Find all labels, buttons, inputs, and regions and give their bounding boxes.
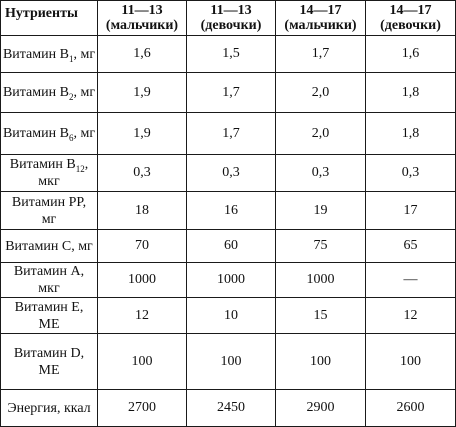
nutrient-name-cell: Витамин B2, мг bbox=[0, 72, 98, 113]
table-row: Энергия, ккал 2700 2450 2900 2600 bbox=[0, 389, 456, 427]
table-row: Витамин D, МЕ 100 100 100 100 bbox=[0, 333, 456, 390]
value-cell: 12 bbox=[97, 297, 187, 334]
value-cell: 0,3 bbox=[186, 154, 276, 192]
value-cell: 18 bbox=[97, 191, 187, 230]
header-cell-boys-14-17: 14—17 (мальчики) bbox=[275, 0, 366, 36]
table-row: Витамин B2, мг 1,9 1,7 2,0 1,8 bbox=[0, 72, 456, 113]
value-cell: 1,7 bbox=[275, 35, 366, 73]
header-label: Нутриенты bbox=[5, 6, 78, 21]
nutrient-name-cell: Витамин B6, мг bbox=[0, 112, 98, 155]
value-cell: 1,5 bbox=[186, 35, 276, 73]
value-cell: 0,3 bbox=[97, 154, 187, 192]
header-age: 14—17 bbox=[299, 3, 342, 18]
header-age: 11—13 bbox=[210, 3, 252, 18]
value-cell: 0,3 bbox=[275, 154, 366, 192]
value-cell: 1000 bbox=[186, 262, 276, 298]
value-cell: 1000 bbox=[275, 262, 366, 298]
header-group: (девочки) bbox=[380, 18, 441, 33]
value-cell: 100 bbox=[186, 333, 276, 390]
table-row: Витамин B1, мг 1,6 1,5 1,7 1,6 bbox=[0, 35, 456, 73]
nutrient-name-cell: Витамин E, МЕ bbox=[0, 297, 98, 334]
table-row: Витамин E, МЕ 12 10 15 12 bbox=[0, 297, 456, 334]
value-cell: 1,6 bbox=[365, 35, 456, 73]
value-cell: 19 bbox=[275, 191, 366, 230]
table-row: Витамин A, мкг 1000 1000 1000 — bbox=[0, 262, 456, 298]
value-cell: — bbox=[365, 262, 456, 298]
value-cell: 2,0 bbox=[275, 72, 366, 113]
nutrient-name-cell: Витамин A, мкг bbox=[0, 262, 98, 298]
header-group: (девочки) bbox=[200, 18, 262, 33]
value-cell: 2900 bbox=[275, 389, 366, 427]
header-group: (мальчики) bbox=[284, 18, 357, 33]
nutrient-name-cell: Витамин B1, мг bbox=[0, 35, 98, 73]
value-cell: 2600 bbox=[365, 389, 456, 427]
value-cell: 1,8 bbox=[365, 72, 456, 113]
table-row: Витамин B12, мкг 0,3 0,3 0,3 0,3 bbox=[0, 154, 456, 192]
value-cell: 2450 bbox=[186, 389, 276, 427]
nutrient-name-cell: Энергия, ккал bbox=[0, 389, 98, 427]
value-cell: 0,3 bbox=[365, 154, 456, 192]
value-cell: 1,9 bbox=[97, 72, 187, 113]
nutrient-name-cell: Витамин C, мг bbox=[0, 229, 98, 263]
header-cell-boys-11-13: 11—13 (мальчики) bbox=[97, 0, 187, 36]
value-cell: 10 bbox=[186, 297, 276, 334]
header-age: 11—13 bbox=[121, 3, 163, 18]
value-cell: 1,6 bbox=[97, 35, 187, 73]
header-row: Нутриенты 11—13 (мальчики) 11—13 (девочк… bbox=[0, 0, 456, 36]
nutrient-name-cell: Витамин D, МЕ bbox=[0, 333, 98, 390]
value-cell: 16 bbox=[186, 191, 276, 230]
value-cell: 100 bbox=[97, 333, 187, 390]
header-age: 14—17 bbox=[389, 3, 432, 18]
value-cell: 1,7 bbox=[186, 72, 276, 113]
value-cell: 1000 bbox=[97, 262, 187, 298]
value-cell: 1,8 bbox=[365, 112, 456, 155]
value-cell: 2,0 bbox=[275, 112, 366, 155]
nutrient-name-cell: Витамин B12, мкг bbox=[0, 154, 98, 192]
value-cell: 12 bbox=[365, 297, 456, 334]
value-cell: 15 bbox=[275, 297, 366, 334]
value-cell: 65 bbox=[365, 229, 456, 263]
value-cell: 2700 bbox=[97, 389, 187, 427]
header-group: (мальчики) bbox=[105, 18, 179, 33]
value-cell: 17 bbox=[365, 191, 456, 230]
value-cell: 100 bbox=[365, 333, 456, 390]
table-row: Витамин B6, мг 1,9 1,7 2,0 1,8 bbox=[0, 112, 456, 155]
header-cell-girls-14-17: 14—17 (девочки) bbox=[365, 0, 456, 36]
nutrient-name-cell: Витамин PP, мг bbox=[0, 191, 98, 230]
value-cell: 100 bbox=[275, 333, 366, 390]
table-row: Витамин PP, мг 18 16 19 17 bbox=[0, 191, 456, 230]
value-cell: 1,9 bbox=[97, 112, 187, 155]
header-cell-girls-11-13: 11—13 (девочки) bbox=[186, 0, 276, 36]
header-cell-nutrients: Нутриенты bbox=[0, 0, 98, 36]
table-row: Витамин C, мг 70 60 75 65 bbox=[0, 229, 456, 263]
value-cell: 1,7 bbox=[186, 112, 276, 155]
value-cell: 70 bbox=[97, 229, 187, 263]
value-cell: 75 bbox=[275, 229, 366, 263]
value-cell: 60 bbox=[186, 229, 276, 263]
